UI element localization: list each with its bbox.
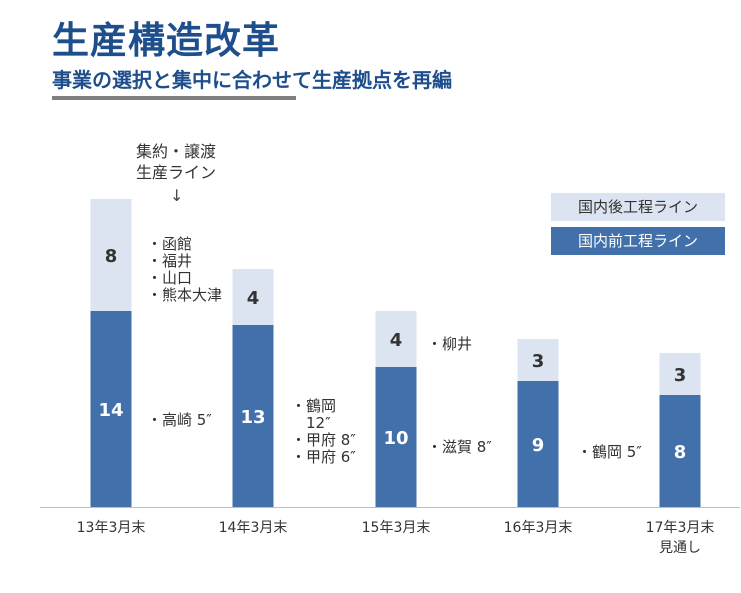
data-label-front-process: 14 — [98, 400, 123, 421]
data-label-back-process: 3 — [532, 351, 545, 372]
bar-back-process — [90, 199, 132, 311]
bar-back-process — [232, 269, 274, 325]
x-tick-label: 15年3月末 — [362, 520, 431, 536]
annotation-item: ・滋賀 8″ — [427, 438, 492, 456]
annotation-item: ・高崎 5″ — [147, 411, 212, 429]
data-label-back-process: 4 — [247, 288, 260, 309]
annotation-g2-back: ・柳井 — [427, 336, 472, 353]
axis-layer: 13年3月末 14年3月末 15年3月末 16年3月末 17年3月末見通し — [40, 507, 740, 556]
legend-item-back-process: 国内後工程ライン — [551, 193, 725, 221]
annotation-item: ・甲府 8″ — [291, 431, 356, 449]
down-arrow-icon: ↓ — [170, 186, 184, 205]
consolidated-lines-note-text: 集約・譲渡 生産ライン — [136, 142, 217, 182]
annotation-g0-front: ・高崎 5″ — [147, 412, 212, 429]
x-tick-label: 14年3月末 — [219, 520, 288, 536]
bar-front-process — [517, 381, 559, 507]
annotation-item: ・函館 — [147, 235, 193, 253]
legend-label-front-process: 国内前工程ライン — [577, 232, 698, 250]
title-underline — [52, 96, 296, 100]
data-label-back-process: 8 — [105, 246, 118, 267]
annotation-item: 12″ — [291, 414, 331, 432]
page-subtitle: 事業の選択と集中に合わせて生産拠点を再編 — [52, 68, 452, 92]
data-label-front-process: 13 — [240, 407, 265, 428]
page-title: 生産構造改革 — [52, 19, 280, 62]
annotation-item: ・鶴岡 — [291, 397, 337, 415]
bar-front-process — [659, 395, 701, 507]
annotation-g3-front: ・鶴岡 5″ — [577, 444, 642, 461]
annotation-item: ・熊本大津 — [147, 286, 223, 304]
legend-label-back-process: 国内後工程ライン — [577, 198, 698, 216]
bars-layer — [90, 199, 701, 507]
bar-front-process — [375, 367, 417, 507]
x-tick-label: 13年3月末 — [77, 520, 146, 536]
data-label-front-process: 9 — [532, 435, 545, 456]
bar-back-process — [375, 311, 417, 367]
x-tick-label: 16年3月末 — [504, 520, 573, 536]
bar-back-process — [517, 339, 559, 381]
legend-item-front-process: 国内前工程ライン — [551, 227, 725, 255]
annotation-g1-front: ・鶴岡 12″ ・甲府 8″ ・甲府 6″ — [291, 398, 356, 466]
data-label-front-process: 8 — [674, 442, 687, 463]
annotation-item: ・柳井 — [427, 335, 473, 353]
annotation-item: ・山口 — [147, 269, 193, 287]
annotation-g0-back: ・函館 ・福井 ・山口 ・熊本大津 — [147, 236, 222, 304]
annotation-item: ・鶴岡 5″ — [577, 443, 642, 461]
annotation-item: ・甲府 6″ — [291, 448, 356, 466]
data-label-back-process: 3 — [674, 365, 687, 386]
data-label-front-process: 10 — [383, 428, 408, 449]
data-label-back-process: 4 — [390, 330, 403, 351]
bar-back-process — [659, 353, 701, 395]
annotation-g2-front: ・滋賀 8″ — [427, 439, 492, 456]
consolidated-lines-note: 集約・譲渡 生産ライン — [136, 141, 216, 183]
bar-front-process — [90, 311, 132, 507]
x-tick-label: 17年3月末見通し — [646, 520, 715, 556]
bar-front-process — [232, 325, 274, 507]
annotation-item: ・福井 — [147, 252, 193, 270]
value-labels-layer: 14 8 13 4 10 4 9 3 8 3 — [98, 246, 686, 463]
